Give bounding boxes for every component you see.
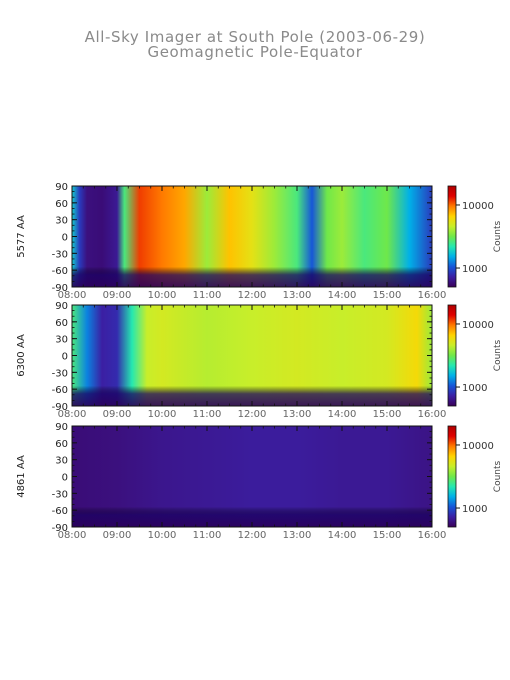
x-tick-label: 12:00 bbox=[238, 530, 267, 541]
x-tick-label: 15:00 bbox=[373, 409, 402, 420]
colorbar-tick-label: 1000 bbox=[462, 264, 487, 275]
heatmap-shading bbox=[72, 186, 432, 287]
y-tick-label: -60 bbox=[52, 266, 68, 277]
x-tick-label: 13:00 bbox=[283, 530, 312, 541]
y-tick-label: -90 bbox=[52, 283, 68, 294]
colorbar-label: Counts bbox=[493, 220, 503, 252]
x-tick-label: 16:00 bbox=[418, 530, 447, 541]
y-tick-label: 30 bbox=[55, 456, 68, 467]
y-tick-label: -30 bbox=[52, 489, 68, 500]
y-axis-label: 4861 AA bbox=[16, 455, 27, 498]
x-tick-label: 10:00 bbox=[148, 290, 177, 301]
x-tick-label: 16:00 bbox=[418, 409, 447, 420]
y-tick-label: 0 bbox=[62, 233, 68, 244]
x-tick-label: 09:00 bbox=[103, 530, 132, 541]
y-tick-label: 30 bbox=[55, 335, 68, 346]
colorbar-tick-label: 10000 bbox=[462, 320, 494, 331]
colorbar-tick-label: 10000 bbox=[462, 441, 494, 452]
colorbar-tick-label: 1000 bbox=[462, 383, 487, 394]
y-axis-label: 6300 AA bbox=[16, 334, 27, 377]
x-tick-label: 09:00 bbox=[103, 409, 132, 420]
x-tick-label: 15:00 bbox=[373, 530, 402, 541]
colorbar bbox=[448, 426, 456, 527]
colorbar-label: Counts bbox=[493, 339, 503, 371]
colorbar-frame bbox=[447, 425, 457, 528]
y-tick-label: -60 bbox=[52, 385, 68, 396]
x-tick-label: 08:00 bbox=[58, 530, 87, 541]
x-tick-label: 10:00 bbox=[148, 530, 177, 541]
colorbar-frame bbox=[447, 304, 457, 407]
y-tick-label: 60 bbox=[55, 199, 68, 210]
x-tick-label: 08:00 bbox=[58, 290, 87, 301]
colorbar-tick-label: 1000 bbox=[462, 504, 487, 515]
x-tick-label: 10:00 bbox=[148, 409, 177, 420]
x-tick-label: 14:00 bbox=[328, 409, 357, 420]
x-tick-label: 11:00 bbox=[193, 530, 222, 541]
y-axis-label: 5577 AA bbox=[16, 215, 27, 258]
x-tick-label: 11:00 bbox=[193, 409, 222, 420]
x-tick-label: 13:00 bbox=[283, 409, 312, 420]
y-tick-label: 90 bbox=[55, 422, 68, 433]
y-tick-label: -90 bbox=[52, 402, 68, 413]
colorbar-tick-label: 10000 bbox=[462, 201, 494, 212]
x-tick-label: 12:00 bbox=[238, 290, 267, 301]
y-tick-label: -30 bbox=[52, 368, 68, 379]
y-tick-label: 0 bbox=[62, 473, 68, 484]
figure-title: All-Sky Imager at South Pole (2003-06-29… bbox=[84, 28, 426, 46]
colorbar-frame bbox=[447, 185, 457, 288]
x-tick-label: 11:00 bbox=[193, 290, 222, 301]
colorbar-label: Counts bbox=[493, 460, 503, 492]
colorbar bbox=[448, 305, 456, 406]
heatmap-shading bbox=[72, 305, 432, 406]
x-tick-label: 14:00 bbox=[328, 530, 357, 541]
y-tick-label: 0 bbox=[62, 352, 68, 363]
x-tick-label: 09:00 bbox=[103, 290, 132, 301]
x-tick-label: 14:00 bbox=[328, 290, 357, 301]
y-tick-label: -90 bbox=[52, 523, 68, 534]
heatmap-shading bbox=[72, 426, 432, 527]
x-tick-label: 15:00 bbox=[373, 290, 402, 301]
y-tick-label: 90 bbox=[55, 301, 68, 312]
y-tick-label: 60 bbox=[55, 318, 68, 329]
x-tick-label: 08:00 bbox=[58, 409, 87, 420]
y-tick-label: 90 bbox=[55, 182, 68, 193]
y-tick-label: 30 bbox=[55, 216, 68, 227]
y-tick-label: -30 bbox=[52, 249, 68, 260]
y-tick-label: 60 bbox=[55, 439, 68, 450]
figure-subtitle: Geomagnetic Pole-Equator bbox=[147, 43, 363, 61]
x-tick-label: 16:00 bbox=[418, 290, 447, 301]
colorbar bbox=[448, 186, 456, 287]
x-tick-label: 13:00 bbox=[283, 290, 312, 301]
y-tick-label: -60 bbox=[52, 506, 68, 517]
x-tick-label: 12:00 bbox=[238, 409, 267, 420]
